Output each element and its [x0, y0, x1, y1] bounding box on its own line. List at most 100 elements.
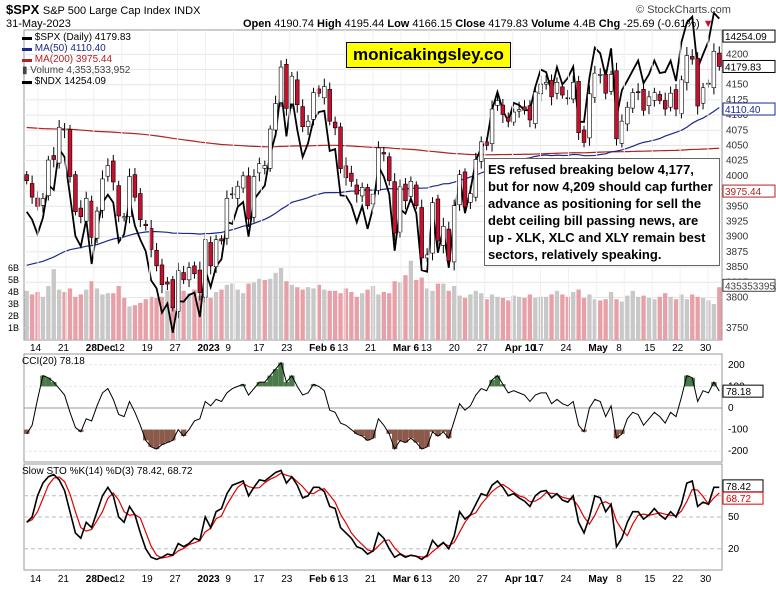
- volume-tick-label: 3B: [8, 299, 19, 309]
- cci-fill: [359, 429, 365, 437]
- volume-bar: [495, 296, 500, 340]
- candle-body: [549, 80, 554, 98]
- candle-body: [305, 120, 311, 127]
- price-tick-label: 3850: [726, 262, 749, 273]
- candle-body: [300, 106, 305, 127]
- candle-body: [560, 86, 565, 96]
- cci-fill: [354, 429, 360, 434]
- down-arrow-icon: ▼: [702, 18, 714, 30]
- volume-bar: [251, 282, 257, 340]
- x-tick-label: 13: [337, 343, 349, 354]
- candle-body: [527, 105, 533, 121]
- candle-body: [224, 198, 230, 239]
- candle-body: [717, 52, 722, 67]
- volume-bar: [397, 282, 403, 340]
- volume-bar: [311, 288, 316, 340]
- volume-bar: [462, 298, 468, 340]
- volume-bar: [143, 299, 148, 340]
- volume-bar: [197, 295, 203, 340]
- volume-bar: [549, 294, 554, 340]
- price-tag-label: 4353533952: [725, 281, 776, 292]
- stoch-tick-label: 50: [728, 512, 740, 523]
- volume-bar: [116, 286, 121, 340]
- volume-bar: [468, 294, 473, 340]
- x-tick-label: 15: [644, 343, 656, 354]
- cci-fill: [40, 375, 46, 387]
- volume-bar: [94, 288, 100, 340]
- candle-body: [159, 264, 165, 285]
- x-tick-label: 17: [533, 343, 545, 354]
- volume-bar: [332, 290, 338, 340]
- cci-fill: [613, 429, 620, 439]
- volume-bar: [51, 269, 56, 340]
- volume-bar: [424, 288, 430, 340]
- volume-bar: [516, 296, 522, 340]
- x-tick-label: Apr 10: [505, 343, 537, 354]
- volume-bar: [78, 294, 83, 340]
- candle-body: [24, 174, 29, 182]
- volume-bar: [652, 299, 657, 340]
- candle-body: [267, 128, 273, 169]
- candle-body: [127, 176, 132, 217]
- candle-body: [100, 178, 105, 211]
- candle-body: [392, 181, 397, 234]
- candle-body: [581, 129, 587, 143]
- volume-bar: [473, 290, 478, 340]
- candle-body: [111, 160, 116, 183]
- candle-body: [176, 270, 181, 312]
- x-tick-label: 22: [672, 343, 684, 354]
- cci-tick-label: -100: [728, 425, 748, 436]
- volume-bar: [717, 287, 722, 340]
- volume-bar: [668, 296, 673, 340]
- x-tick-label-bottom: 15: [644, 574, 656, 585]
- candle-body: [251, 176, 257, 218]
- stoch-tick-label: 20: [728, 544, 740, 555]
- x-tick-label-bottom: 2023: [197, 574, 220, 585]
- volume-bar: [213, 292, 219, 340]
- candle-body: [625, 106, 630, 125]
- volume-bar: [278, 268, 284, 340]
- candle-body: [46, 159, 51, 196]
- volume-bar: [165, 290, 170, 340]
- volume-bar: [430, 290, 435, 340]
- price-tick-label: 4075: [726, 125, 749, 136]
- x-tick-label: Feb 6: [309, 343, 336, 354]
- candle-body: [29, 183, 35, 198]
- candle-body: [646, 96, 652, 106]
- volume-tick-label: 2B: [8, 311, 19, 321]
- volume-tick-label: 6B: [8, 263, 19, 273]
- x-tick-label-bottom: 14: [30, 574, 42, 585]
- x-tick-label: Mar 6: [393, 343, 420, 354]
- x-tick-label-bottom: 28Dec: [86, 574, 116, 585]
- candle-body: [700, 87, 706, 104]
- volume-bar: [57, 289, 62, 340]
- price-tick-label: 4125: [726, 95, 749, 106]
- volume-bar: [300, 289, 305, 340]
- volume-bar: [641, 295, 646, 340]
- price-tick-label: 3875: [726, 247, 749, 258]
- candle-body: [668, 92, 673, 108]
- volume-bar: [603, 299, 608, 340]
- volume-bar: [587, 294, 592, 340]
- x-tick-label-bottom: 17: [533, 574, 545, 585]
- cci-fill: [402, 429, 409, 443]
- symbol: $SPX: [6, 2, 40, 17]
- candle-body: [533, 91, 538, 124]
- x-tick-label: 14: [30, 343, 42, 354]
- volume-bar: [576, 289, 581, 340]
- candle-body: [273, 103, 278, 131]
- cci-fill: [413, 429, 419, 443]
- candle-body: [132, 174, 138, 198]
- x-tick-label: 30: [700, 343, 712, 354]
- candle-body: [576, 81, 581, 134]
- candle-body: [67, 129, 73, 177]
- legend-ma200: ▬ MA(200) 3975.44: [22, 54, 113, 65]
- candle-body: [554, 81, 560, 94]
- candle-body: [603, 74, 608, 94]
- volume-bar: [619, 301, 625, 340]
- stoch-k-value: 78.42: [726, 482, 751, 493]
- x-tick-label: 12: [114, 343, 126, 354]
- candle-body: [435, 198, 441, 242]
- volume-bar: [700, 298, 706, 340]
